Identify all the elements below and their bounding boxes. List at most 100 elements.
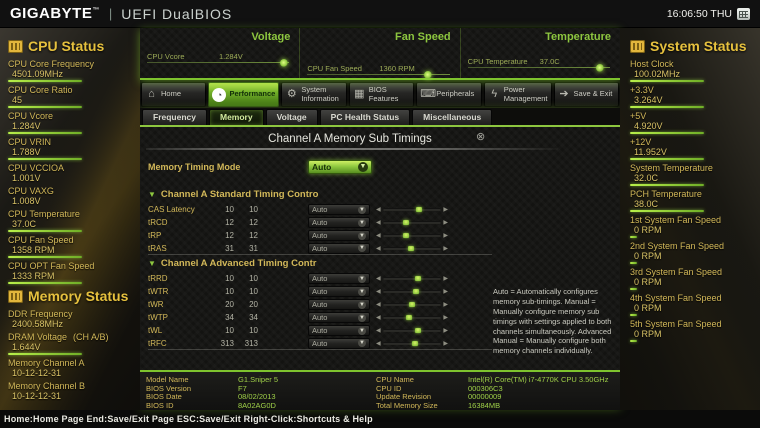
status-label: 2nd System Fan Speed [630,241,725,251]
timing-slider[interactable]: ◀ ▶ [376,325,448,336]
timing-slider[interactable]: ◀ ▶ [376,299,448,310]
section-header[interactable]: ▼ Channel A Standard Timing Contro [148,189,492,200]
slider-track[interactable] [382,233,442,238]
slider-right-arrow-icon[interactable]: ▶ [443,340,448,347]
timing-slider[interactable]: ◀ ▶ [376,286,448,297]
slider-thumb[interactable] [409,302,415,307]
slider-track[interactable] [382,245,442,251]
timing-select[interactable]: Auto ▼ [308,230,370,241]
slider-track[interactable] [382,340,442,346]
gauge-indicator-dot [596,64,605,72]
section-header[interactable]: ▼ Channel A Advanced Timing Contr [148,258,492,269]
calendar-icon[interactable] [737,7,750,20]
slider-right-arrow-icon[interactable]: ▶ [443,233,448,239]
slider-thumb[interactable] [414,328,421,333]
slider-thumb[interactable] [416,207,423,212]
status-value: 0 RPM [634,225,662,235]
timing-select[interactable]: Auto ▼ [308,299,370,310]
slider-track[interactable] [382,315,442,320]
status-value: 11.952V [634,147,667,157]
timing-slider[interactable]: ◀ ▶ [376,230,448,241]
slider-left-arrow-icon[interactable]: ◀ [376,220,381,226]
slider-left-arrow-icon[interactable]: ◀ [376,233,381,239]
gauge-indicator-dot [279,59,288,67]
slider-left-arrow-icon[interactable]: ◀ [376,289,381,295]
nav-tab-peripherals[interactable]: ⌨ Peripherals [416,82,482,107]
timing-sections: ▼ Channel A Standard Timing Contro CAS L… [148,186,492,350]
slider-left-arrow-icon[interactable]: ◀ [376,315,381,321]
timing-slider[interactable]: ◀ ▶ [376,217,448,228]
subtab-frequency[interactable]: Frequency [142,109,207,125]
title-rule [146,148,558,150]
timing-current-value: 313 [220,338,234,348]
slider-right-arrow-icon[interactable]: ▶ [443,207,448,213]
subtab-memory[interactable]: Memory [209,109,264,125]
timing-select[interactable]: Auto ▼ [308,204,370,215]
slider-thumb[interactable] [414,276,421,281]
slider-track[interactable] [382,276,442,281]
slider-thumb[interactable] [411,340,418,346]
slider-track[interactable] [382,289,442,294]
slider-right-arrow-icon[interactable]: ▶ [443,289,448,295]
slider-right-arrow-icon[interactable]: ▶ [443,328,448,334]
nav-tab-save-exit[interactable]: ➔ Save & Exit [553,82,619,107]
status-value: 1.644V [12,342,41,352]
system-clock: 16:06:50 THU [666,7,732,20]
nav-tab-system-information[interactable]: ⚙ System Information [281,82,347,107]
home-icon: ⌂ [148,88,155,101]
info-value: 16384MB [468,400,501,410]
status-item-dram-voltage: DRAM Voltage (CH A/B) 1.644V [8,332,134,355]
subtab-pc-health-status[interactable]: PC Health Status [319,109,411,125]
slider-track[interactable] [382,220,442,225]
slider-left-arrow-icon[interactable]: ◀ [376,276,381,282]
nav-tab-home[interactable]: ⌂ Home [141,82,207,107]
timing-select[interactable]: Auto ▼ [308,242,370,254]
status-underline-bar [630,288,637,290]
status-label: CPU VRIN [8,137,52,147]
subtab-label: Memory [220,112,253,122]
info-label: BIOS ID [146,400,174,410]
timing-select[interactable]: Auto ▼ [308,286,370,297]
close-icon[interactable]: ⊗ [476,131,486,143]
slider-track[interactable] [382,207,442,212]
slider-right-arrow-icon[interactable]: ▶ [443,315,448,321]
nav-tab-performance[interactable]: ◔ Performance [208,82,280,107]
status-item-3-3v: +3.3V 3.264V [630,85,754,108]
timing-select[interactable]: Auto ▼ [308,312,370,323]
timing-select[interactable]: Auto ▼ [308,273,370,284]
subtab-voltage[interactable]: Voltage [265,109,318,125]
collapse-triangle-icon: ▼ [148,190,156,199]
nav-tab-bios-features[interactable]: ▦ BIOS Features [348,82,415,107]
slider-track[interactable] [382,302,442,307]
subtab-label: Voltage [276,112,307,122]
slider-track[interactable] [382,328,442,333]
slider-thumb[interactable] [407,245,414,251]
slider-thumb[interactable] [403,220,410,225]
slider-right-arrow-icon[interactable]: ▶ [443,245,448,252]
timing-slider[interactable]: ◀ ▶ [376,204,448,215]
slider-left-arrow-icon[interactable]: ◀ [376,328,381,334]
slider-thumb[interactable] [403,233,410,238]
timing-select[interactable]: Auto ▼ [308,337,370,349]
slider-thumb[interactable] [406,315,413,320]
timing-slider[interactable]: ◀ ▶ [376,273,448,284]
subtab-miscellaneous[interactable]: Miscellaneous [412,109,493,125]
product-name: UEFI DualBIOS [121,5,233,22]
timing-slider[interactable]: ◀ ▶ [376,312,448,323]
timing-slider[interactable]: ◀ ▶ [376,338,448,349]
slider-right-arrow-icon[interactable]: ▶ [443,302,448,308]
slider-left-arrow-icon[interactable]: ◀ [376,340,381,347]
slider-right-arrow-icon[interactable]: ▶ [443,220,448,226]
slider-left-arrow-icon[interactable]: ◀ [376,302,381,308]
slider-left-arrow-icon[interactable]: ◀ [376,245,381,252]
timing-pending-value: 313 [244,338,258,348]
timing-slider[interactable]: ◀ ▶ [376,243,448,254]
timing-select[interactable]: Auto ▼ [308,217,370,228]
timing-select[interactable]: Auto ▼ [308,325,370,336]
slider-right-arrow-icon[interactable]: ▶ [443,276,448,282]
status-value: 4.920V [634,121,663,131]
slider-thumb[interactable] [413,289,420,294]
memory-timing-mode-select[interactable]: Auto ▼ [308,160,372,174]
slider-left-arrow-icon[interactable]: ◀ [376,207,381,213]
nav-tab-power-management[interactable]: ϟ Power Management [483,82,552,107]
